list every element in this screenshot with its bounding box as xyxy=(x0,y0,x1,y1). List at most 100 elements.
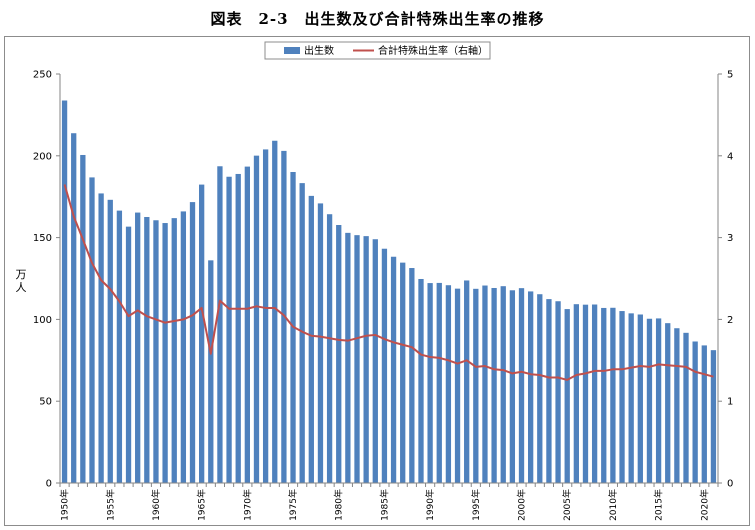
bar xyxy=(537,294,543,483)
x-tick-label: 1985年 xyxy=(378,489,390,521)
bar xyxy=(71,133,77,483)
bar xyxy=(701,345,707,483)
bar xyxy=(436,282,442,483)
bar xyxy=(610,307,616,483)
bar xyxy=(336,225,342,483)
bar xyxy=(390,256,397,483)
x-tick-label: 1965年 xyxy=(196,489,208,521)
y-axis-label-char: 人 xyxy=(15,281,27,294)
bar xyxy=(710,350,717,483)
legend-box xyxy=(264,41,491,60)
bar xyxy=(454,288,461,483)
bar xyxy=(235,173,241,483)
bar xyxy=(674,328,680,483)
bar xyxy=(692,341,698,483)
bar xyxy=(153,220,159,483)
bar xyxy=(162,223,168,484)
bar xyxy=(500,286,506,483)
bar xyxy=(445,285,452,483)
y-axis-label-char: 万 xyxy=(15,268,27,281)
fertility-rate-line xyxy=(63,184,714,381)
bar xyxy=(491,287,497,483)
bar xyxy=(582,304,589,483)
y2-tick-label: 1 xyxy=(727,397,733,408)
bar xyxy=(601,307,607,483)
y2-tick-label: 5 xyxy=(727,70,733,81)
bar xyxy=(217,166,223,483)
bar xyxy=(144,216,150,484)
bar xyxy=(555,301,561,483)
bar xyxy=(464,280,470,483)
bar xyxy=(171,218,177,483)
bar xyxy=(655,318,662,483)
bar xyxy=(400,262,406,483)
bar xyxy=(363,236,369,483)
x-tick-label: 1950年 xyxy=(59,489,71,521)
bar xyxy=(244,166,250,483)
x-tick-label: 1960年 xyxy=(150,489,162,521)
bar xyxy=(61,100,68,483)
legend-bar-label: 出生数 xyxy=(304,44,334,57)
x-tick-label: 2015年 xyxy=(653,489,665,521)
legend-bar-swatch xyxy=(284,47,300,54)
y2-tick-label: 0 xyxy=(727,479,733,490)
bar xyxy=(628,313,634,483)
bar xyxy=(135,212,141,483)
legend-line-label: 合計特殊出生率（右軸） xyxy=(378,44,488,57)
bar xyxy=(281,150,287,483)
y-tick-label: 0 xyxy=(46,479,52,490)
bar xyxy=(665,323,671,483)
bar xyxy=(272,140,278,483)
y2-tick-label: 3 xyxy=(727,233,733,244)
bar xyxy=(418,278,424,483)
bar xyxy=(564,309,570,483)
y-tick-label: 150 xyxy=(33,233,52,244)
legend: 出生数 合計特殊出生率（右軸） xyxy=(264,41,491,60)
bar xyxy=(482,285,488,483)
bar xyxy=(226,176,232,484)
bar xyxy=(381,248,388,483)
bar xyxy=(354,235,360,483)
bar xyxy=(89,177,95,483)
bar xyxy=(262,149,269,484)
bar xyxy=(299,183,305,483)
y2-tick-label: 2 xyxy=(727,315,733,326)
y-tick-label: 50 xyxy=(39,397,52,408)
x-tick-label: 2000年 xyxy=(516,489,528,521)
bar xyxy=(107,199,113,483)
bar xyxy=(409,268,415,483)
x-tick-label: 1955年 xyxy=(104,489,116,521)
x-tick-label: 1980年 xyxy=(333,489,345,521)
y2-tick-label: 4 xyxy=(727,151,733,162)
x-tick-label: 1970年 xyxy=(241,489,253,521)
bar xyxy=(528,291,534,483)
bar xyxy=(326,214,333,483)
x-tick-label: 2020年 xyxy=(698,489,710,521)
x-tick-label: 1995年 xyxy=(470,489,482,521)
bar xyxy=(208,260,214,483)
bar xyxy=(591,304,598,483)
bar xyxy=(189,202,196,483)
chart-title: 図表 2-3 出生数及び合計特殊出生率の推移 xyxy=(210,10,545,28)
bar xyxy=(253,155,260,483)
bar xyxy=(646,318,653,483)
bar xyxy=(509,290,516,483)
bar xyxy=(372,239,378,483)
bar xyxy=(308,195,314,483)
bar xyxy=(427,283,433,483)
bar xyxy=(125,226,132,483)
plot-area: 0 50 100 150 200 250 0 1 2 3 4 5 1950年 1955年 1960年 1965… xyxy=(33,70,733,521)
bar xyxy=(637,314,643,483)
bar xyxy=(573,304,579,483)
bar xyxy=(116,210,123,484)
x-tick-label: 1990年 xyxy=(424,489,436,521)
x-tick-label: 1975年 xyxy=(287,489,299,521)
bar xyxy=(619,311,625,483)
y-tick-label: 250 xyxy=(33,70,52,81)
bar xyxy=(345,232,351,483)
y-tick-label: 200 xyxy=(33,151,52,162)
bar xyxy=(518,288,525,483)
bar xyxy=(683,332,689,483)
bar xyxy=(98,193,104,483)
